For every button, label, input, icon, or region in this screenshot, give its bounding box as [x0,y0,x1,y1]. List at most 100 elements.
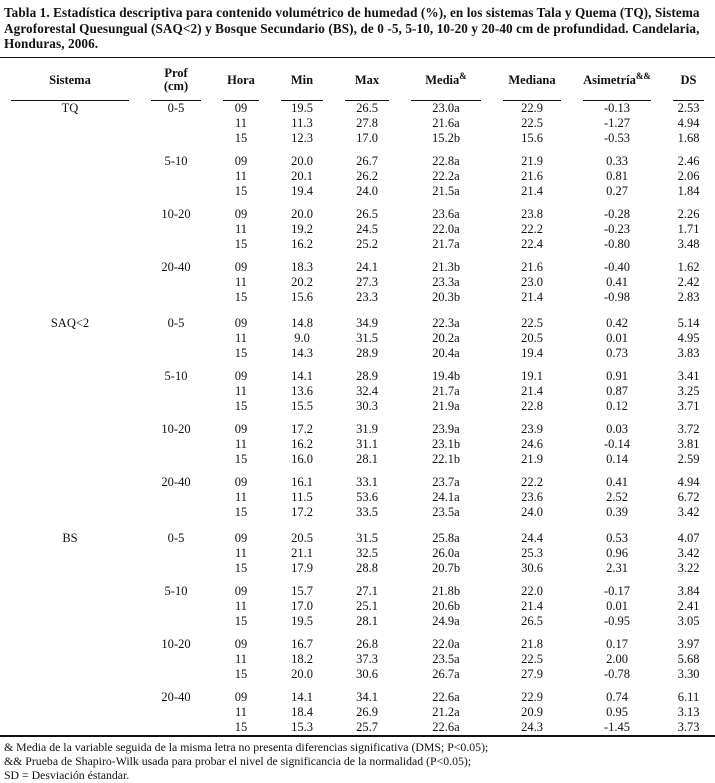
asimetria-cell: 0.41 [606,275,628,290]
data-row: 20-40 09 14.1 34.1 22.6a 22.9 0.74 6.11 [0,690,715,705]
data-row: 15 19.4 24.0 21.5a 21.4 0.27 1.84 [0,184,715,199]
sistema-cell [0,690,140,705]
hora-cell: 09 [234,207,248,222]
ds-cell: 2.26 [677,207,700,222]
hora-cell: 11 [234,599,248,614]
prof-cell [140,346,212,361]
column-header-max: Max [334,57,400,101]
media-cell: 15.2b [431,131,461,146]
data-row: 15 17.9 28.8 20.7b 30.6 2.31 3.22 [0,561,715,576]
max-cell: 34.1 [356,690,378,705]
mediana-cell: 22.5 [521,652,543,667]
max-cell: 26.7 [356,154,378,169]
hora-cell: 09 [234,422,248,437]
min-cell: 17.2 [291,422,313,437]
hora-cell: 09 [234,260,248,275]
spacer-cell [0,146,715,154]
data-row: BS 0-5 09 20.5 31.5 25.8a 24.4 0.53 4.07 [0,531,715,546]
prof-cell [140,561,212,576]
sistema-cell [0,422,140,437]
prof-cell: 10-20 [161,207,191,222]
max-cell: 23.3 [356,290,378,305]
asimetria-cell: 0.91 [606,369,628,384]
ds-cell: 3.42 [677,505,700,520]
sistema-cell [0,437,140,452]
prof-cell [140,546,212,561]
max-cell: 28.9 [356,369,378,384]
max-cell: 27.8 [356,116,378,131]
data-row: 15 19.5 28.1 24.9a 26.5 -0.95 3.05 [0,614,715,629]
mediana-cell: 23.8 [521,207,543,222]
max-cell: 26.2 [356,169,378,184]
mediana-cell: 21.8 [521,637,543,652]
data-row: 15 16.0 28.1 22.1b 21.9 0.14 2.59 [0,452,715,467]
mediana-cell: 20.9 [521,705,543,720]
asimetria-cell: 0.17 [606,637,628,652]
media-cell: 22.8a [432,154,460,169]
sistema-cell [0,290,140,305]
asimetria-cell: 0.53 [606,531,628,546]
min-cell: 16.7 [291,637,313,652]
sistema-cell [0,720,140,736]
prof-cell [140,705,212,720]
mediana-cell: 21.9 [521,154,543,169]
ds-cell: 4.94 [677,475,700,490]
asimetria-cell: 0.87 [606,384,628,399]
group-spacer [0,629,715,637]
hora-cell: 15 [234,290,248,305]
asimetria-cell: 2.00 [606,652,628,667]
max-cell: 26.8 [356,637,378,652]
mediana-cell: 24.4 [521,531,543,546]
media-cell: 22.0a [432,637,460,652]
column-header-ds: DS [662,57,715,101]
ds-cell: 2.06 [677,169,700,184]
mediana-cell: 23.0 [521,275,543,290]
media-cell: 22.2a [432,169,460,184]
asimetria-cell: -0.23 [603,222,631,237]
prof-cell [140,116,212,131]
sistema-cell [0,331,140,346]
hora-cell: 15 [234,399,248,414]
min-cell: 18.4 [291,705,313,720]
data-row: 11 18.4 26.9 21.2a 20.9 0.95 3.13 [0,705,715,720]
data-row: 15 15.5 30.3 21.9a 22.8 0.12 3.71 [0,399,715,414]
max-cell: 26.5 [356,101,378,116]
min-cell: 11.5 [291,490,313,505]
prof-cell [140,184,212,199]
data-row: 11 17.0 25.1 20.6b 21.4 0.01 2.41 [0,599,715,614]
min-cell: 14.1 [291,690,313,705]
min-cell: 21.1 [291,546,313,561]
sistema-cell [0,116,140,131]
sistema-cell [0,475,140,490]
hora-cell: 15 [234,237,248,252]
min-cell: 19.4 [291,184,313,199]
data-row: 20-40 09 18.3 24.1 21.3b 21.6 -0.40 1.62 [0,260,715,275]
media-cell: 19.4b [431,369,461,384]
hora-cell: 15 [234,720,248,735]
sistema-cell [0,505,140,520]
hora-cell: 15 [234,561,248,576]
group-spacer [0,146,715,154]
hora-cell: 11 [234,546,248,561]
data-row: 11 20.1 26.2 22.2a 21.6 0.81 2.06 [0,169,715,184]
prof-cell [140,275,212,290]
prof-cell [140,331,212,346]
hora-cell: 09 [234,475,248,490]
data-row: TQ 0-5 09 19.5 26.5 23.0a 22.9 -0.13 2.53 [0,101,715,116]
min-cell: 15.3 [291,720,313,735]
max-cell: 30.6 [356,667,378,682]
min-cell: 13.6 [291,384,313,399]
mediana-cell: 26.5 [521,614,543,629]
prof-cell [140,290,212,305]
mediana-cell: 19.4 [521,346,543,361]
asimetria-cell: 0.01 [606,331,628,346]
media-cell: 21.7a [432,237,460,252]
media-cell: 23.5a [432,652,460,667]
prof-cell [140,437,212,452]
mediana-cell: 21.9 [521,452,543,467]
max-cell: 31.1 [356,437,378,452]
prof-cell [140,237,212,252]
asimetria-cell: 0.96 [606,546,628,561]
mediana-cell: 22.4 [521,237,543,252]
